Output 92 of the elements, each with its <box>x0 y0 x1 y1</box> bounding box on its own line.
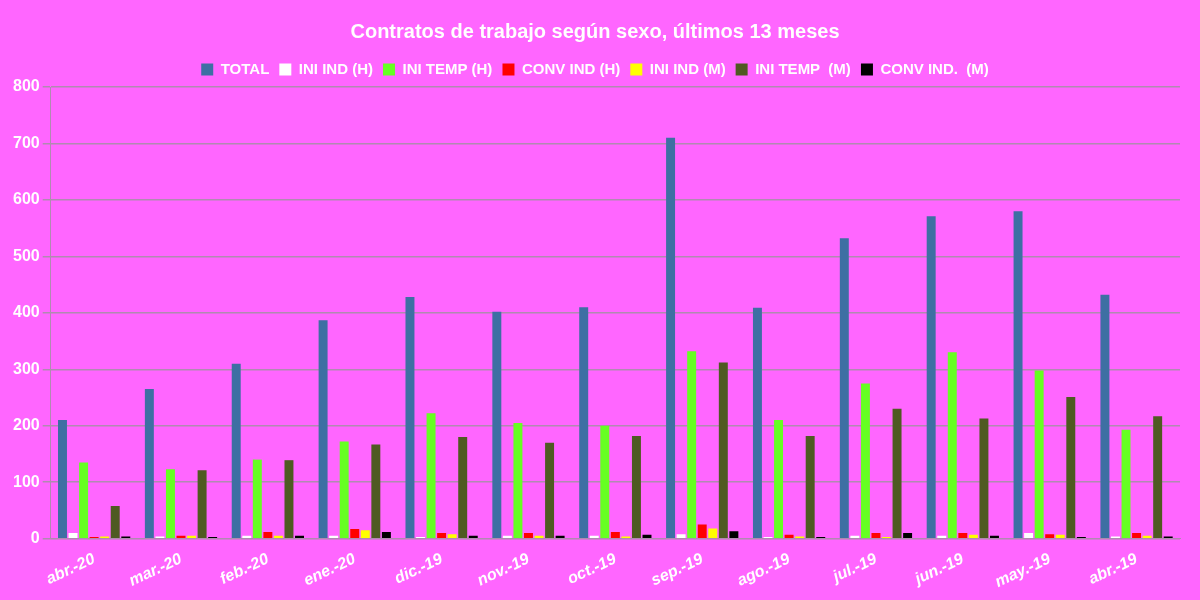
bar <box>405 297 415 538</box>
bar <box>752 307 762 538</box>
legend-label: INI IND (H) <box>298 59 373 77</box>
legend-label: INI TEMP (H) <box>402 59 493 77</box>
bar <box>579 307 589 538</box>
bar <box>1045 534 1055 538</box>
y-tick-label: 400 <box>12 303 40 321</box>
bar <box>589 535 599 538</box>
bar <box>165 469 175 538</box>
bar <box>426 413 436 538</box>
bar <box>350 529 360 538</box>
bar <box>697 524 707 538</box>
bar <box>502 535 512 538</box>
bar <box>1066 396 1076 538</box>
bar <box>871 533 881 538</box>
bar <box>371 444 381 538</box>
bar <box>318 320 328 538</box>
bar <box>676 534 686 538</box>
legend-label: TOTAL <box>220 59 270 77</box>
bar <box>284 460 294 538</box>
legend-label: CONV IND. (M) <box>880 59 989 77</box>
bar <box>534 535 544 538</box>
bar <box>381 531 391 538</box>
y-tick-label: 0 <box>30 529 40 547</box>
bar <box>958 533 968 538</box>
bar <box>555 535 565 538</box>
bar <box>242 535 252 538</box>
bar <box>850 535 860 538</box>
bar <box>263 531 273 538</box>
legend-label: INI IND (M) <box>649 59 726 77</box>
y-tick-label: 600 <box>12 190 40 208</box>
bar <box>729 531 739 538</box>
bar <box>892 408 902 538</box>
bar <box>252 459 262 538</box>
bar <box>1055 534 1065 538</box>
bar <box>666 137 676 538</box>
bar <box>1142 535 1152 538</box>
bar <box>458 437 468 538</box>
bar <box>492 311 502 538</box>
bar <box>926 216 936 538</box>
bar <box>524 533 533 538</box>
y-tick-label: 300 <box>12 359 40 377</box>
bar <box>805 435 815 538</box>
bar <box>231 363 241 538</box>
bar <box>903 533 913 538</box>
bar <box>774 420 784 538</box>
bar <box>79 462 89 538</box>
bar <box>718 362 728 538</box>
bar <box>784 534 794 538</box>
bar <box>1034 370 1044 538</box>
bar <box>1121 429 1131 538</box>
bar <box>68 533 78 538</box>
bar <box>979 418 989 538</box>
bar <box>1153 416 1163 538</box>
bar <box>687 351 697 538</box>
bar <box>989 535 999 538</box>
bar <box>937 535 947 538</box>
bar <box>197 470 207 538</box>
bar <box>545 442 555 538</box>
bar <box>295 535 304 538</box>
bar <box>631 435 641 538</box>
chart-title: Contratos de trabajo según sexo, últimos 13 meses <box>350 19 840 42</box>
bar <box>1024 533 1034 538</box>
bar <box>513 422 523 538</box>
bar <box>1132 533 1142 538</box>
bar <box>339 441 349 538</box>
y-tick-label: 500 <box>12 246 40 264</box>
legend-label: INI TEMP (M) <box>755 59 851 77</box>
bar <box>110 505 120 538</box>
bar <box>860 383 870 538</box>
bar <box>329 535 339 538</box>
bar <box>600 425 610 538</box>
bar <box>610 531 620 538</box>
bar <box>468 535 478 538</box>
bar <box>708 528 718 538</box>
bar <box>1100 294 1110 538</box>
y-tick-label: 800 <box>12 77 40 95</box>
bar <box>1013 211 1023 538</box>
bar <box>58 420 67 538</box>
y-tick-label: 100 <box>12 472 40 490</box>
bar <box>437 533 447 538</box>
bar <box>273 535 283 538</box>
bar <box>144 389 154 538</box>
y-tick-label: 700 <box>12 133 40 151</box>
bar <box>187 535 197 538</box>
bar <box>360 530 370 538</box>
bar <box>839 238 849 538</box>
y-tick-label: 200 <box>12 416 40 434</box>
legend-label: CONV IND (H) <box>521 59 621 77</box>
bar <box>947 352 957 538</box>
bar <box>447 534 457 538</box>
bar <box>968 534 978 538</box>
